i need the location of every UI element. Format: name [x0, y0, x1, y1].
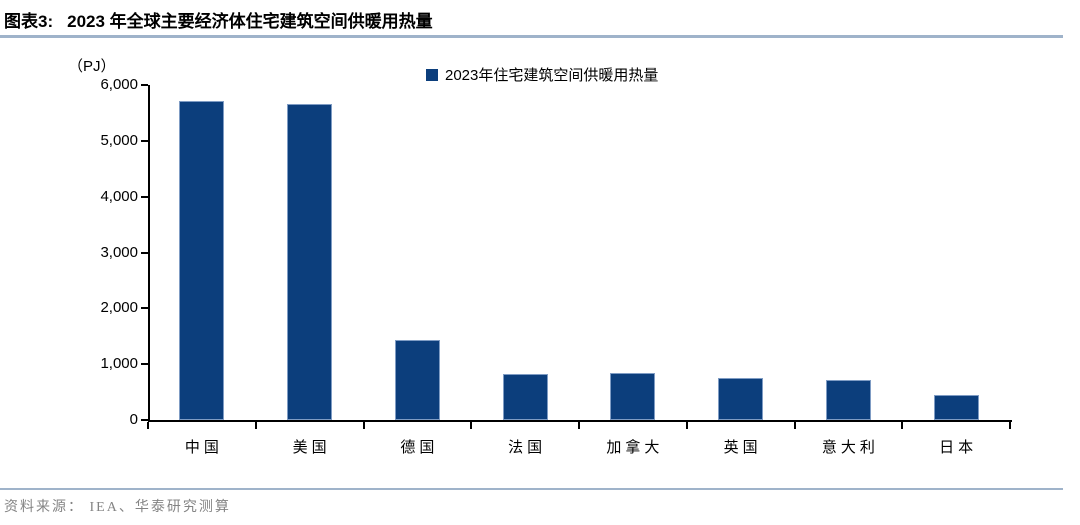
y-tick-mark — [141, 251, 148, 254]
y-tick-mark — [141, 363, 148, 366]
x-axis-label: 德国 — [400, 440, 439, 456]
title-underline — [0, 35, 1063, 38]
y-tick-mark — [141, 84, 148, 86]
x-axis-label: 中国 — [184, 440, 223, 456]
y-tick-label: 6,000 — [100, 76, 138, 93]
x-axis-label: 意大利 — [821, 440, 879, 456]
bar-6 — [718, 378, 764, 420]
y-tick-mark — [141, 139, 148, 142]
y-tick-mark — [141, 195, 148, 198]
y-tick-label: 5,000 — [100, 131, 138, 149]
y-tick-label: 2,000 — [100, 299, 138, 317]
x-tick-mark — [147, 422, 149, 429]
bar-8 — [933, 394, 979, 420]
x-tick-mark — [254, 422, 257, 429]
y-tick-label: 3,000 — [100, 243, 138, 261]
x-tick-mark — [362, 422, 365, 429]
x-axis-label: 美国 — [292, 440, 331, 456]
plot-area — [148, 85, 1012, 422]
x-tick-mark — [685, 422, 688, 429]
x-tick-mark — [793, 422, 796, 429]
y-tick-label: 4,000 — [100, 187, 138, 205]
y-axis-unit-label: （PJ） — [68, 58, 116, 75]
legend: 2023年住宅建筑空间供暖用热量 — [426, 64, 658, 85]
x-tick-mark — [901, 422, 904, 429]
legend-label: 2023年住宅建筑空间供暖用热量 — [445, 67, 659, 84]
x-tick-mark — [470, 422, 473, 429]
y-tick-mark — [141, 307, 148, 310]
y-tick-label: 1,000 — [100, 355, 138, 373]
bar-7 — [825, 379, 871, 420]
bar-3 — [394, 340, 440, 420]
chart-header: 图表3: 2023 年全球主要经济体住宅建筑空间供暖用热量 — [4, 7, 1064, 32]
y-tick-mark — [141, 419, 148, 421]
bar-2 — [287, 103, 333, 420]
x-axis-label: 英国 — [723, 440, 762, 456]
page-title: 2023 年全球主要经济体住宅建筑空间供暖用热量 — [67, 12, 433, 31]
bar-5 — [610, 373, 656, 420]
x-axis-label: 法国 — [508, 440, 547, 456]
chart-number-label: 图表3: — [4, 12, 54, 31]
bar-4 — [502, 373, 548, 420]
y-tick-label: 0 — [129, 411, 138, 428]
source-divider — [0, 488, 1063, 490]
legend-marker-icon — [426, 68, 438, 81]
x-tick-mark — [578, 422, 580, 429]
x-axis-label: 日本 — [939, 440, 978, 456]
x-tick-mark — [1009, 422, 1011, 429]
x-axis-label: 加拿大 — [606, 440, 664, 456]
bar-1 — [179, 101, 225, 420]
source-text: 资料来源： IEA、华泰研究测算 — [4, 500, 231, 515]
